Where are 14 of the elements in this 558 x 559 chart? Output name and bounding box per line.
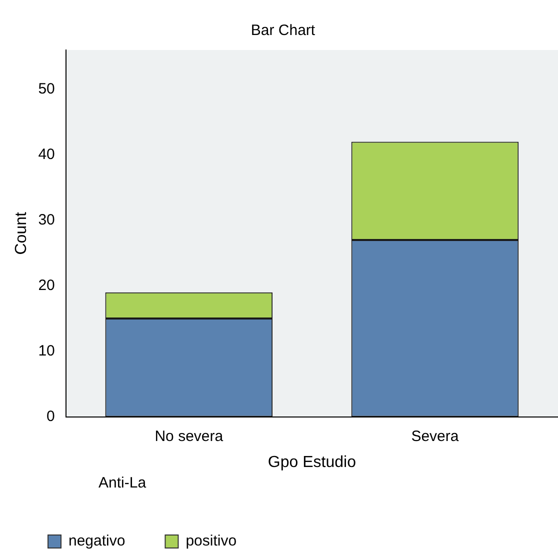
chart-title: Bar Chart — [250, 22, 316, 40]
y-tick-label: 40 — [38, 146, 55, 163]
x-axis-title: Gpo Estudio — [268, 454, 356, 471]
y-axis-title: Count — [13, 212, 30, 255]
y-tick-label: 50 — [38, 80, 55, 98]
legend-label: negativo — [68, 532, 126, 550]
y-tick-label: 30 — [38, 211, 55, 228]
legend-label: positivo — [186, 532, 237, 550]
y-tick-label: 20 — [38, 276, 55, 294]
y-tick-label: 10 — [38, 342, 55, 360]
legend-title: Anti-La — [98, 474, 147, 492]
x-tick-label: No severa — [154, 428, 224, 445]
x-tick-label: Severa — [411, 428, 460, 445]
y-tick-label: 0 — [46, 408, 55, 425]
